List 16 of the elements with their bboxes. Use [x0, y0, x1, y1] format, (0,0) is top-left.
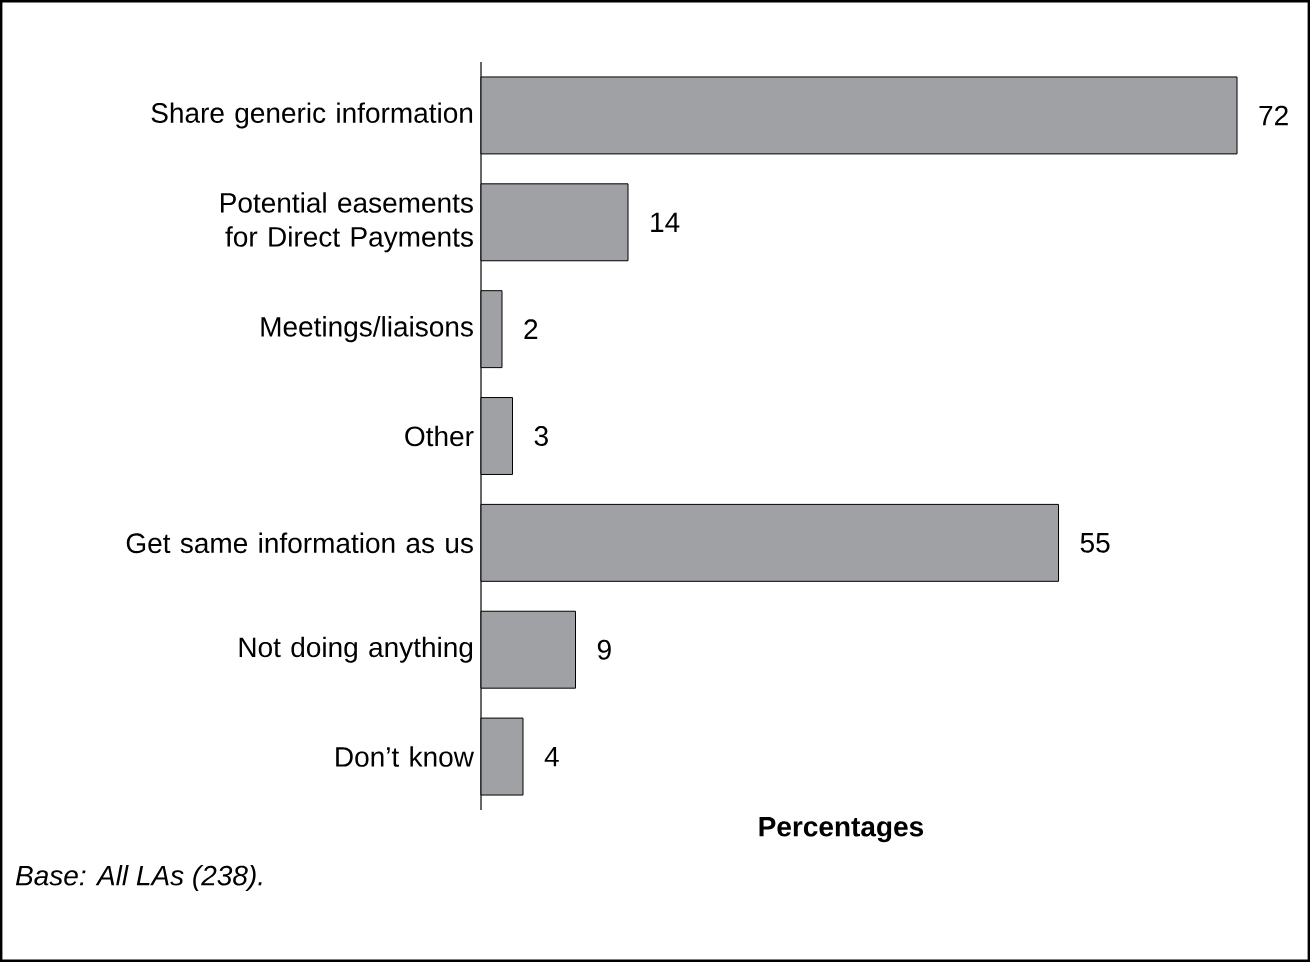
y-tick-label: Not doing anything: [239, 636, 473, 663]
data-label: 4: [544, 746, 559, 767]
data-label: 2: [524, 319, 538, 339]
y-tick-label: Other: [405, 425, 474, 447]
data-label: 72: [1259, 105, 1288, 126]
data-label: 9: [597, 639, 611, 660]
y-tick-label: Meetings/liaisons: [261, 316, 473, 343]
data-label: 3: [534, 426, 548, 446]
y-tick-label: Don’t know: [336, 746, 474, 767]
text: Base: All LAs (238).: [15, 864, 262, 892]
data-label: 55: [1080, 533, 1110, 553]
x-axis-title: Percentages: [759, 817, 924, 843]
y-tick-label: Potential easements for Direct Payments: [221, 192, 473, 253]
data-label: 14: [651, 212, 680, 232]
y-tick-label: Get same information as us: [126, 532, 473, 554]
y-tick-label: Share generic information: [151, 102, 473, 129]
